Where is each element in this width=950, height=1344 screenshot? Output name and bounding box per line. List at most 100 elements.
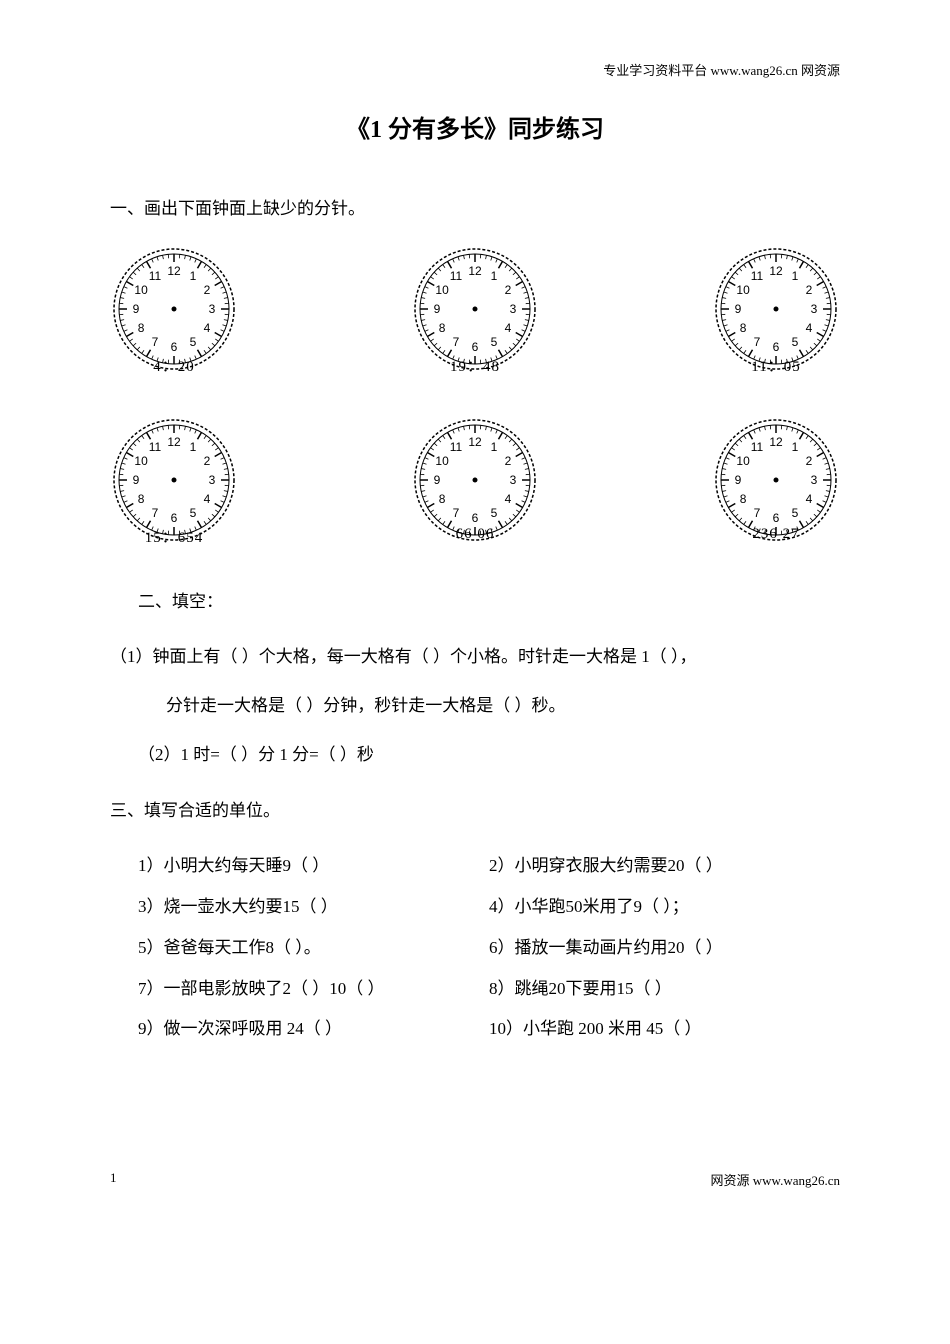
clock-row-2: 12123456789101115：65412123456789101166 0… <box>110 416 840 547</box>
svg-text:6: 6 <box>171 340 178 354</box>
svg-text:12: 12 <box>468 264 482 278</box>
section-3-heading: 三、填写合适的单位。 <box>110 796 840 827</box>
svg-text:9: 9 <box>133 302 140 316</box>
q2-line2: 分针走一大格是（ ）分钟，秒针走一大格是（ ）秒。 <box>110 686 840 727</box>
svg-text:5: 5 <box>792 335 799 349</box>
svg-text:6: 6 <box>472 511 479 525</box>
svg-text:10: 10 <box>134 283 148 297</box>
svg-text:12: 12 <box>769 264 783 278</box>
svg-text:4: 4 <box>806 321 813 335</box>
clock-row-1: 1212345678910114：2012123456789101119：481… <box>110 245 840 376</box>
svg-text:6: 6 <box>472 340 479 354</box>
svg-text:11: 11 <box>149 440 162 454</box>
svg-text:5: 5 <box>491 506 498 520</box>
clock-face: 12123456789101119：48 <box>411 245 539 376</box>
svg-text:5: 5 <box>491 335 498 349</box>
svg-text:10: 10 <box>435 454 449 468</box>
question-right: 6）播放一集动画片约用20（ ） <box>489 928 840 969</box>
clock-time-label: 19：48 <box>450 355 500 376</box>
svg-text:6: 6 <box>773 511 780 525</box>
svg-text:9: 9 <box>133 473 140 487</box>
svg-text:10: 10 <box>435 283 449 297</box>
clock-time-label: 4：20 <box>153 355 195 376</box>
page-header: 专业学习资料平台 www.wang26.cn 网资源 <box>110 60 840 79</box>
svg-text:7: 7 <box>453 335 460 349</box>
clock-face: 12 12 3 45678 9 1011 4：20 <box>110 245 238 376</box>
svg-text:7: 7 <box>152 506 159 520</box>
svg-text:2: 2 <box>806 283 813 297</box>
svg-text:12: 12 <box>167 435 181 449</box>
question-left: 3）烧一壶水大约要15（ ） <box>110 887 489 928</box>
svg-text:3: 3 <box>811 302 818 316</box>
question-right: 8）跳绳20下要用15（ ） <box>489 969 840 1010</box>
svg-text:5: 5 <box>792 506 799 520</box>
clock-time-label: 236 27 <box>752 526 799 543</box>
svg-text:8: 8 <box>138 321 145 335</box>
svg-text:1: 1 <box>491 269 498 283</box>
question-right: 2）小明穿衣服大约需要20（ ） <box>489 846 840 887</box>
svg-text:4: 4 <box>806 492 813 506</box>
svg-text:3: 3 <box>209 302 216 316</box>
question-row: 5）爸爸每天工作8（ ）。6）播放一集动画片约用20（ ） <box>110 928 840 969</box>
svg-text:4: 4 <box>204 321 211 335</box>
svg-text:12: 12 <box>167 264 181 278</box>
svg-text:8: 8 <box>439 321 446 335</box>
svg-text:9: 9 <box>735 302 742 316</box>
svg-text:8: 8 <box>138 492 145 506</box>
svg-text:5: 5 <box>190 335 197 349</box>
svg-text:11: 11 <box>149 269 162 283</box>
svg-text:9: 9 <box>735 473 742 487</box>
svg-text:10: 10 <box>134 454 148 468</box>
clock-face: 12123456789101166 06 <box>411 416 539 547</box>
section-1-heading: 一、画出下面钟面上缺少的分针。 <box>110 194 840 225</box>
footer-source: 网资源 www.wang26.cn <box>711 1170 841 1189</box>
svg-text:5: 5 <box>190 506 197 520</box>
svg-text:7: 7 <box>754 506 761 520</box>
question-row: 7）一部电影放映了2（ ）10（ ）8）跳绳20下要用15（ ） <box>110 969 840 1010</box>
question-left: 9）做一次深呼吸用 24（ ） <box>110 1009 489 1050</box>
question-row: 9）做一次深呼吸用 24（ ）10）小华跑 200 米用 45（ ） <box>110 1009 840 1050</box>
clock-face: 12123456789101111：05 <box>712 245 840 376</box>
question-left: 5）爸爸每天工作8（ ）。 <box>110 928 489 969</box>
svg-text:2: 2 <box>806 454 813 468</box>
page-footer: 1 网资源 www.wang26.cn <box>110 1170 840 1189</box>
question-row: 1）小明大约每天睡9（ ）2）小明穿衣服大约需要20（ ） <box>110 846 840 887</box>
svg-text:9: 9 <box>434 302 441 316</box>
svg-text:2: 2 <box>505 454 512 468</box>
svg-text:2: 2 <box>505 283 512 297</box>
svg-text:6: 6 <box>773 340 780 354</box>
svg-text:11: 11 <box>450 440 463 454</box>
question-row: 3）烧一壶水大约要15（ ）4）小华跑50米用了9（ ）； <box>110 887 840 928</box>
svg-text:7: 7 <box>152 335 159 349</box>
question-right: 10）小华跑 200 米用 45（ ） <box>489 1009 840 1050</box>
svg-text:8: 8 <box>740 321 747 335</box>
svg-text:12: 12 <box>769 435 783 449</box>
svg-text:1: 1 <box>792 440 799 454</box>
clock-time-label: 15：654 <box>145 526 204 547</box>
svg-text:9: 9 <box>434 473 441 487</box>
svg-text:12: 12 <box>468 435 482 449</box>
svg-text:1: 1 <box>491 440 498 454</box>
question-left: 1）小明大约每天睡9（ ） <box>110 846 489 887</box>
svg-text:2: 2 <box>204 283 211 297</box>
svg-text:11: 11 <box>450 269 463 283</box>
svg-text:6: 6 <box>171 511 178 525</box>
svg-text:1: 1 <box>792 269 799 283</box>
svg-text:3: 3 <box>510 473 517 487</box>
svg-text:1: 1 <box>190 440 197 454</box>
svg-text:7: 7 <box>754 335 761 349</box>
page-title: 《1 分有多长》同步练习 <box>110 109 840 144</box>
section-2-heading: 二、填空： <box>110 587 840 618</box>
svg-text:1: 1 <box>190 269 197 283</box>
clock-time-label: 66 06 <box>456 526 495 543</box>
footer-page-num: 1 <box>110 1170 117 1189</box>
svg-text:8: 8 <box>439 492 446 506</box>
svg-text:3: 3 <box>811 473 818 487</box>
clock-time-label: 11：05 <box>751 355 800 376</box>
q2-line3: （2）1 时=（ ）分 1 分=（ ）秒 <box>110 735 840 776</box>
svg-text:10: 10 <box>736 283 750 297</box>
svg-text:3: 3 <box>209 473 216 487</box>
clock-face: 12123456789101115：654 <box>110 416 238 547</box>
svg-text:8: 8 <box>740 492 747 506</box>
question-left: 7）一部电影放映了2（ ）10（ ） <box>110 969 489 1010</box>
